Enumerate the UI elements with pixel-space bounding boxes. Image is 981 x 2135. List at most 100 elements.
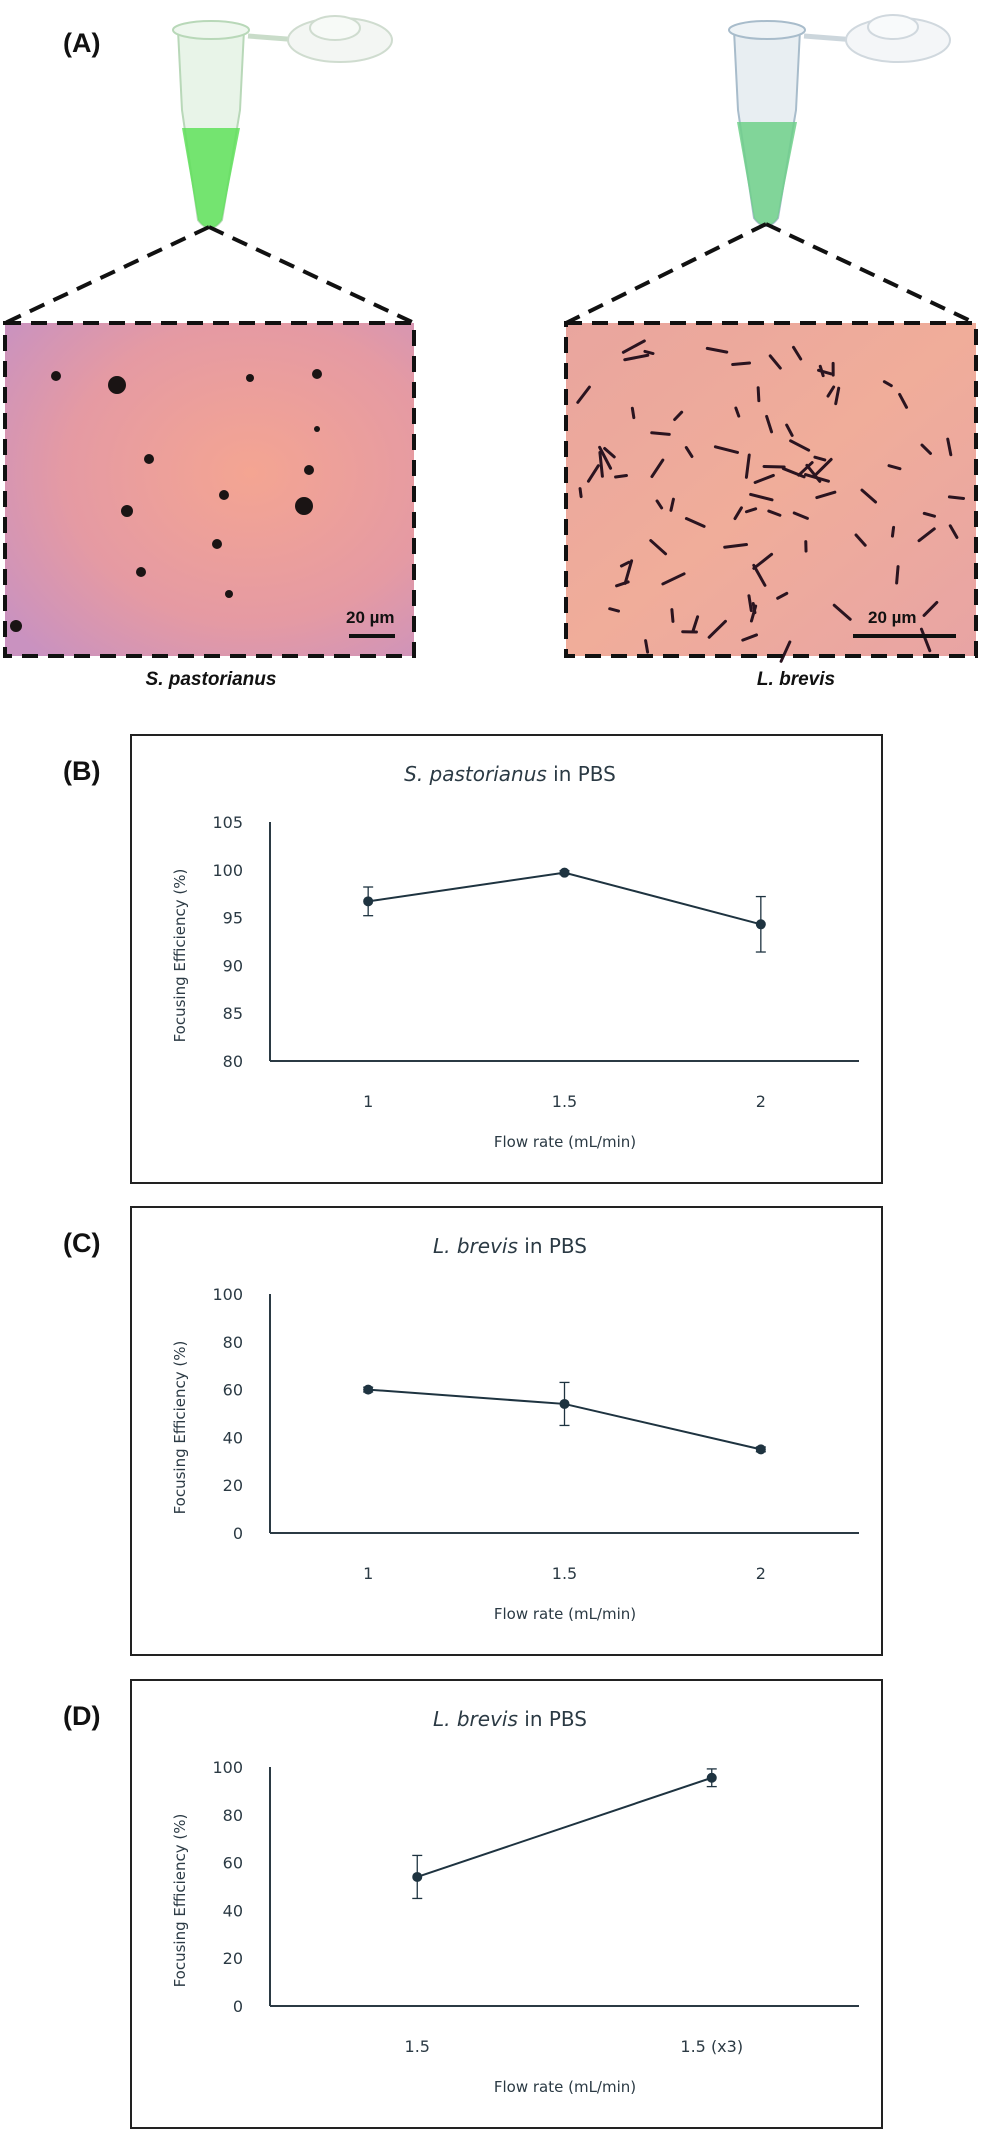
x-tick-label: 1.5 (x3) (680, 2037, 743, 2056)
bacterium-rod (650, 458, 665, 479)
bacterium-rod (643, 349, 655, 356)
y-tick-label: 90 (223, 956, 243, 975)
chart-frame (130, 1206, 883, 1656)
panel-label-a: (A) (63, 28, 100, 58)
bacterium-rod (752, 552, 774, 570)
y-tick-label: 95 (223, 909, 243, 928)
bacterium-rod (670, 608, 675, 623)
bacterium-rod (649, 539, 668, 556)
x-tick-label: 2 (756, 1564, 766, 1583)
bacterium-rod (691, 615, 700, 632)
caption-left: S. pastorianus (146, 669, 277, 690)
bacterium-rod (815, 490, 837, 500)
x-tick-label: 1.5 (405, 2037, 430, 2056)
bacterium-rod (779, 640, 792, 663)
x-axis-label: Flow rate (mL/min) (494, 2078, 636, 2096)
yeast-cell (108, 376, 126, 394)
y-tick-label: 60 (223, 1854, 243, 1873)
y-tick-label: 105 (212, 813, 243, 832)
bacterium-rod (744, 453, 751, 479)
y-tick-label: 100 (212, 861, 243, 880)
chart-title: L. brevis in PBS (433, 1234, 587, 1258)
y-tick-label: 60 (223, 1381, 243, 1400)
yeast-cell (219, 490, 229, 500)
data-point (412, 1871, 423, 1882)
series-line (416, 1776, 713, 1878)
y-tick-label: 80 (223, 1333, 243, 1352)
bacterium-rod (785, 423, 794, 437)
scale-bar-label-left: 20 µm (346, 608, 395, 627)
bacterium-rod (623, 353, 650, 362)
data-point (363, 1384, 374, 1395)
bacterium-rod (815, 457, 833, 476)
bacterium-rod (832, 603, 852, 621)
y-tick-label: 80 (223, 1806, 243, 1825)
bacterium-rod (578, 487, 583, 499)
panel-label: (B) (63, 756, 100, 786)
bacterium-rod (673, 410, 684, 421)
bacterium-rod (598, 445, 613, 470)
bacterium-rod (895, 565, 900, 585)
y-tick-label: 0 (233, 1997, 243, 2016)
panel-label: (D) (63, 1701, 100, 1731)
chart-title-medium: in PBS (518, 1707, 587, 1731)
bacterium-rod (655, 499, 664, 510)
data-point (706, 1772, 717, 1783)
bacterium-rod (919, 627, 932, 653)
chart-title: L. brevis in PBS (433, 1707, 587, 1731)
x-tick-label: 2 (756, 1092, 766, 1111)
y-tick-label: 20 (223, 1476, 243, 1495)
bacterium-rod (733, 506, 743, 521)
chart-title-medium: in PBS (518, 1234, 587, 1258)
bacterium-rod (890, 525, 896, 538)
bacterium-rod (791, 345, 803, 361)
y-tick-label: 40 (223, 1428, 243, 1447)
chart-title-species: L. brevis (433, 1234, 518, 1258)
bacterium-rod (762, 464, 786, 469)
data-point (755, 919, 766, 930)
yeast-cell (144, 454, 154, 464)
tube-icon-right (728, 14, 951, 227)
bacterium-rod (817, 368, 833, 376)
chart-frame (130, 734, 883, 1184)
yeast-cell (295, 497, 313, 515)
panel-a: (A) (3, 14, 978, 690)
bacterium-rod (792, 511, 809, 520)
bacterium-rod (947, 495, 966, 500)
bacterium-rod (603, 446, 616, 459)
bacterium-rod (684, 446, 694, 458)
y-tick-label: 80 (223, 1052, 243, 1071)
chart-title-species: L. brevis (433, 1707, 518, 1731)
bacterium-rod (756, 386, 761, 403)
bacterium-rod (920, 443, 932, 455)
bacterium-rod (576, 385, 591, 404)
yeast-cell (312, 369, 322, 379)
x-axis-label: Flow rate (mL/min) (494, 1605, 636, 1623)
micrograph-l-brevis: 20 µm (564, 321, 978, 663)
x-axis-label: Flow rate (mL/min) (494, 1133, 636, 1151)
x-tick-label: 1.5 (552, 1564, 577, 1583)
bacterium-rod (854, 533, 867, 547)
y-tick-label: 20 (223, 1949, 243, 1968)
bacterium-rod (744, 507, 758, 514)
bacterium-rod (765, 414, 774, 434)
data-point (559, 867, 570, 878)
bacterium-rod (661, 572, 686, 586)
bacterium-rod (776, 591, 789, 600)
data-point (363, 896, 374, 907)
yeast-cell (314, 426, 320, 432)
yeast-cell (121, 505, 133, 517)
data-point (559, 1398, 570, 1409)
x-tick-label: 1 (363, 1564, 373, 1583)
bacterium-rod (882, 380, 893, 388)
bacterium-rod (813, 455, 827, 462)
y-tick-label: 40 (223, 1901, 243, 1920)
bacterium-rod (860, 488, 878, 504)
bacterium-rod (741, 633, 758, 642)
bacterium-rod (684, 517, 706, 528)
y-axis-label: Focusing Efficiency (%) (171, 1341, 189, 1515)
bacterium-rod (922, 600, 939, 617)
bacterium-rod (669, 497, 675, 512)
y-tick-label: 100 (212, 1285, 243, 1304)
chart-panel-c: (C) L. brevis in PBS 0 20 40 60 80 100 1 1.5 2 Flow… (63, 1206, 883, 1656)
